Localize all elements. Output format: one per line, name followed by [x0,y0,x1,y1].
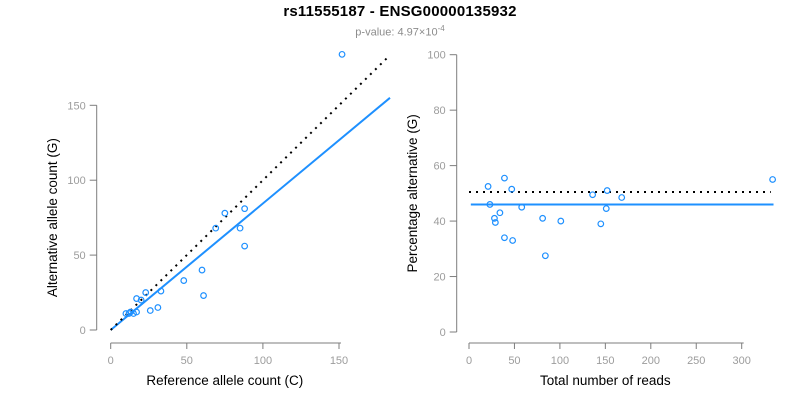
figure-title: rs11555187 - ENSG00000135932 [283,3,517,20]
percentage-scatter-data-point [618,194,626,201]
allele-count-scatter-data-point [133,308,140,316]
percentage-scatter-data-point [484,183,492,190]
allele-count-scatter-y-tick-label: 150 [67,100,85,112]
p-value-exponent: -4 [437,24,445,33]
percentage-scatter-data-point [496,209,504,217]
fitted-ratio-line [110,97,391,331]
percentage-scatter-y-tick-label: 20 [433,272,445,284]
p-value-text: p-value: 4.97×10 [355,26,438,39]
allele-count-scatter-data-point [241,242,249,250]
allele-count-scatter-data-point [133,295,140,302]
allele-count-scatter-data-point [154,304,162,311]
allele-count-scatter-data-point [221,209,229,217]
allele-count-scatter-data-point [137,296,145,304]
percentage-scatter-x-tick-label: 0 [466,355,472,367]
allele-count-scatter-y-axis-title: Alternative allele count (G) [45,138,60,297]
allele-count-scatter-data-point [142,289,150,296]
percentage-scatter-y-tick-label: 80 [433,105,445,117]
percentage-scatter-x-tick-label: 250 [687,355,705,367]
percentage-scatter-data-point [589,191,597,199]
percentage-scatter-y-tick-label: 60 [433,161,445,173]
allele-count-scatter-y-tick-label: 0 [80,325,86,337]
allele-count-scatter-data-point [198,266,206,274]
percentage-scatter-data-point [486,201,494,208]
percentage-scatter-data-point [509,237,517,244]
percentage-scatter-x-tick-label: 300 [733,355,751,367]
allele-count-scatter-data-point [180,277,188,284]
percentage-scatter-x-tick-label: 100 [551,355,569,367]
percentage-scatter-y-axis-title: Percentage alternative (G) [405,114,420,272]
percentage-scatter-data-point [541,252,549,260]
allele-count-scatter-data-point [122,310,130,317]
percentage-scatter-data-point [508,185,516,193]
allele-count-scatter-data-point [338,50,346,58]
allele-count-scatter-x-tick-label: 150 [330,355,348,367]
percentage-scatter-data-point [602,205,610,213]
percentage-scatter-data-point [539,214,547,222]
allele-count-scatter-data-point [212,224,220,232]
figure-subtitle: p-value: 4.97×10-4 [0,24,800,39]
allele-count-scatter-x-tick-label: 0 [108,355,114,367]
allele-count-scatter-data-point [146,307,154,314]
percentage-scatter-data-point [501,234,508,242]
percentage-scatter-y-tick-label: 0 [440,327,446,339]
percentage-scatter-x-axis-title: Total number of reads [540,373,671,388]
allele-count-scatter-y-tick-label: 100 [67,175,85,187]
percentage-scatter-x-tick-label: 150 [596,355,614,367]
allele-count-scatter-data-point [125,310,133,317]
percentage-scatter-data-point [769,176,777,183]
percentage-scatter-data-point [501,174,508,182]
allele-count-scatter-x-tick-label: 100 [254,355,272,367]
allele-count-scatter-data-point [157,287,165,295]
allele-count-scatter-data-point [236,224,244,232]
identity-line [109,55,390,331]
percentage-scatter-data-point [597,220,605,228]
percentage-scatter-data-point [603,187,611,194]
allele-count-scatter-x-axis-title: Reference allele count (C) [146,373,303,388]
percentage-scatter-x-tick-label: 50 [508,355,520,367]
allele-count-scatter-x-tick-label: 50 [181,355,193,367]
allele-count-scatter-y-tick-label: 50 [73,250,85,262]
percentage-scatter-x-tick-label: 200 [642,355,660,367]
percentage-scatter-data-point [491,214,498,222]
percentage-scatter-data-point [557,217,565,225]
percentage-scatter-y-tick-label: 40 [433,216,445,228]
percentage-scatter-y-tick-label: 100 [427,50,445,62]
percentage-scatter-data-point [491,219,499,226]
allele-count-scatter-data-point [200,292,207,299]
percentage-scatter-data-point [518,203,526,211]
allele-count-scatter-data-point [241,205,249,213]
